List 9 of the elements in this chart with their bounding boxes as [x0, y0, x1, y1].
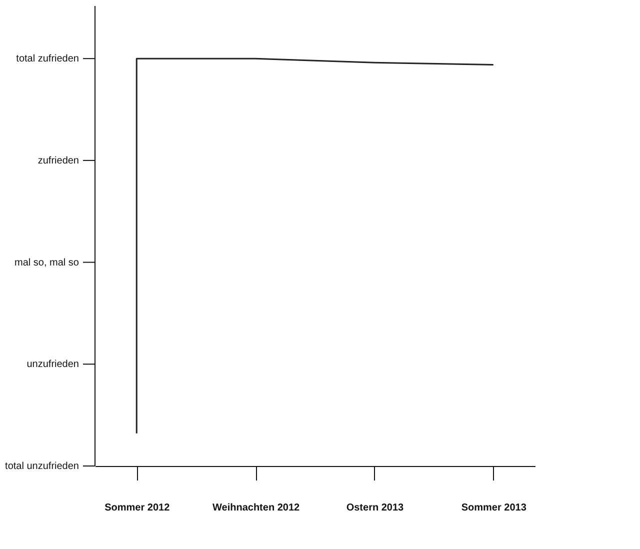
text: total unzufrieden — [5, 461, 79, 472]
text: total zufrieden — [16, 54, 79, 65]
x-tick-label: Sommer 2013 — [461, 502, 527, 514]
text: mal so, mal so — [14, 257, 80, 268]
x-tick-label: Ostern 2013 — [346, 502, 404, 514]
x-tick-label: Sommer 2012 — [104, 502, 170, 514]
text: zufrieden — [38, 155, 79, 166]
x-tick-label: Weihnachten 2012 — [212, 502, 300, 514]
text: unzufrieden — [26, 359, 79, 370]
